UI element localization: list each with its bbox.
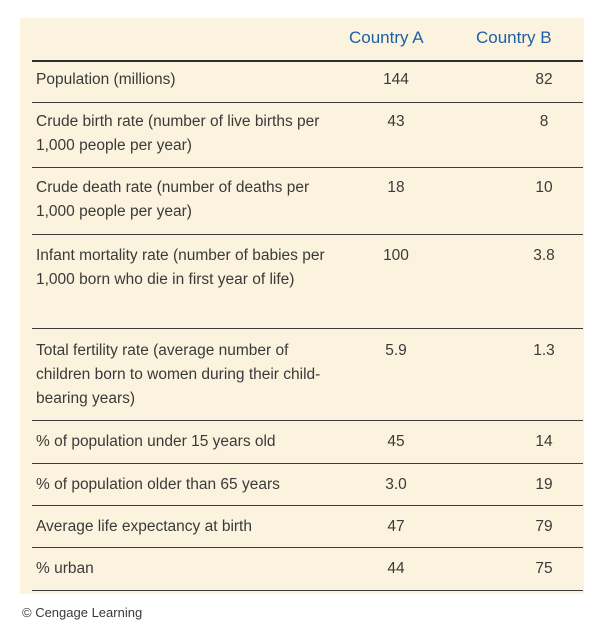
row-divider: [32, 463, 583, 464]
country-b-value: 14: [535, 433, 553, 450]
row-divider: [32, 102, 583, 103]
country-a-value: 18: [387, 179, 405, 196]
country-a-value: 100: [383, 247, 409, 264]
data-table: Country A Country B Population (millions…: [20, 18, 584, 594]
country-a-value: 144: [383, 71, 409, 88]
row-label: % of population under 15 years old: [36, 433, 276, 450]
country-a-value: 43: [387, 113, 405, 130]
copyright-notice: © Cengage Learning: [22, 605, 143, 620]
row-divider: [32, 420, 583, 421]
country-a-value: 44: [387, 560, 405, 577]
row-label: Total fertility rate (average number of …: [36, 342, 321, 407]
row-label: Crude birth rate (number of live births …: [36, 113, 320, 154]
country-b-value: 75: [535, 560, 553, 577]
country-a-value: 3.0: [385, 476, 407, 493]
row-divider: [32, 328, 583, 329]
row-label: Infant mortality rate (number of babies …: [36, 247, 325, 288]
country-b-value: 10: [535, 179, 553, 196]
row-label: % of population older than 65 years: [36, 476, 280, 493]
row-divider: [32, 167, 583, 168]
country-b-value: 3.8: [533, 247, 555, 264]
country-b-value: 82: [535, 71, 553, 88]
row-label: Crude death rate (number of deaths per 1…: [36, 179, 310, 220]
row-label: Average life expectancy at birth: [36, 518, 252, 535]
country-a-value: 45: [387, 433, 405, 450]
row-divider: [32, 505, 583, 506]
country-a-value: 5.9: [385, 342, 407, 359]
row-divider: [32, 234, 583, 235]
row-label: % urban: [36, 560, 94, 577]
row-divider: [32, 547, 583, 548]
country-b-value: 8: [539, 113, 549, 130]
row-label: Population (millions): [36, 71, 176, 88]
table-bottom-rule: [32, 590, 583, 591]
country-b-value: 19: [535, 476, 553, 493]
country-b-value: 79: [535, 518, 553, 535]
column-header-country-a: Country A: [349, 28, 424, 47]
column-header-country-b: Country B: [476, 28, 552, 47]
country-b-value: 1.3: [533, 342, 555, 359]
header-divider: [32, 60, 583, 62]
country-a-value: 47: [387, 518, 405, 535]
table-header-row: Country A Country B: [20, 18, 584, 60]
